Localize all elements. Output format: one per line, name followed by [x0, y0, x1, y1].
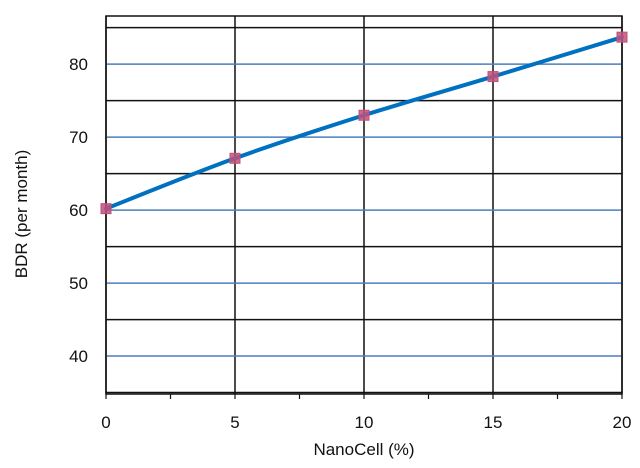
x-axis-title: NanoCell (%): [313, 440, 414, 459]
y-tick-label: 80: [69, 55, 88, 74]
y-tick-label: 50: [69, 274, 88, 293]
data-point-marker: [229, 152, 241, 164]
x-tick-labels: 0 5 10 15 20: [101, 413, 631, 432]
data-point-marker: [358, 109, 370, 121]
data-point-marker: [616, 31, 628, 43]
y-tick-label: 70: [69, 128, 88, 147]
grid-lines: [105, 16, 623, 394]
x-tick-label: 10: [355, 413, 374, 432]
x-tick-label: 20: [613, 413, 632, 432]
x-tick-label: 15: [484, 413, 503, 432]
y-tick-label: 40: [69, 347, 88, 366]
series-layer: [100, 31, 628, 215]
y-tick-labels: 40 50 60 70 80: [69, 55, 88, 366]
y-tick-label: 60: [69, 201, 88, 220]
x-tick-label: 5: [230, 413, 239, 432]
y-axis-title: BDR (per month): [12, 150, 31, 278]
data-point-marker: [100, 203, 112, 215]
data-point-marker: [487, 71, 499, 83]
x-tick-label: 0: [101, 413, 110, 432]
